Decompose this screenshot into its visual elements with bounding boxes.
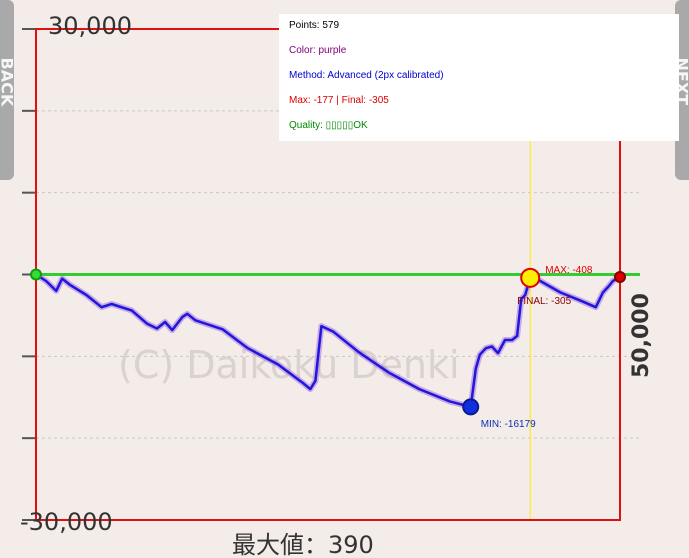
info-panel: Points: 579 Color: purple Method: Advanc…: [279, 14, 679, 141]
y-axis-bottom-label: -30,000: [20, 508, 113, 536]
info-max-final: Max: -177 | Final: -305: [289, 95, 389, 106]
right-axis-label: 50,000: [629, 293, 654, 378]
info-points: Points: 579: [289, 20, 340, 31]
y-axis-top-label: 30,000: [48, 12, 132, 40]
min-annotation-label: MIN: -16179: [481, 419, 536, 430]
max-value-footer: 最大値：390: [232, 531, 374, 558]
min-point-marker: [462, 398, 480, 416]
info-method: Method: Advanced (2px calibrated): [289, 70, 444, 81]
series-line-shadow: [34, 271, 622, 410]
info-quality: Quality: ▯▯▯▯▯OK: [289, 120, 368, 131]
series-line: [35, 273, 621, 409]
max-annotation-label: MAX: -408: [545, 265, 593, 276]
back-nav-button[interactable]: BACK: [0, 0, 17, 180]
start-point-marker: [30, 268, 42, 281]
final-annotation-label: FINAL: -305: [517, 296, 571, 307]
final-point-marker: [614, 270, 626, 283]
max-point-marker: [520, 267, 541, 288]
info-color: Color: purple: [289, 45, 347, 56]
